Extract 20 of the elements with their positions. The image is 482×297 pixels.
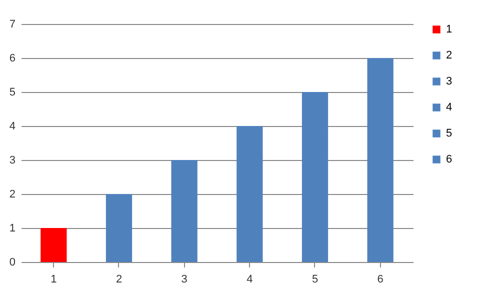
legend-label: 1 [446,24,452,36]
y-tick-label: 7 [9,18,16,30]
x-tick-label: 1 [50,274,57,286]
y-tick-label: 3 [9,154,16,166]
y-tick-label: 2 [9,188,16,200]
legend-label: 5 [446,128,452,140]
y-tick-label: 4 [9,120,16,132]
x-tick-label: 5 [312,274,318,286]
x-tick-label: 3 [181,274,188,286]
x-tick-label: 6 [377,274,384,286]
y-tick-label: 6 [9,52,16,64]
x-tick-label: 4 [246,274,253,286]
legend-label: 6 [446,154,452,166]
legend-label: 3 [446,76,452,88]
legend-label: 4 [446,102,452,114]
y-tick-label: 0 [9,256,16,268]
y-tick-label: 5 [9,86,16,98]
y-tick-label: 1 [9,222,16,234]
x-tick-label: 2 [116,274,122,286]
legend-label: 2 [446,50,452,62]
